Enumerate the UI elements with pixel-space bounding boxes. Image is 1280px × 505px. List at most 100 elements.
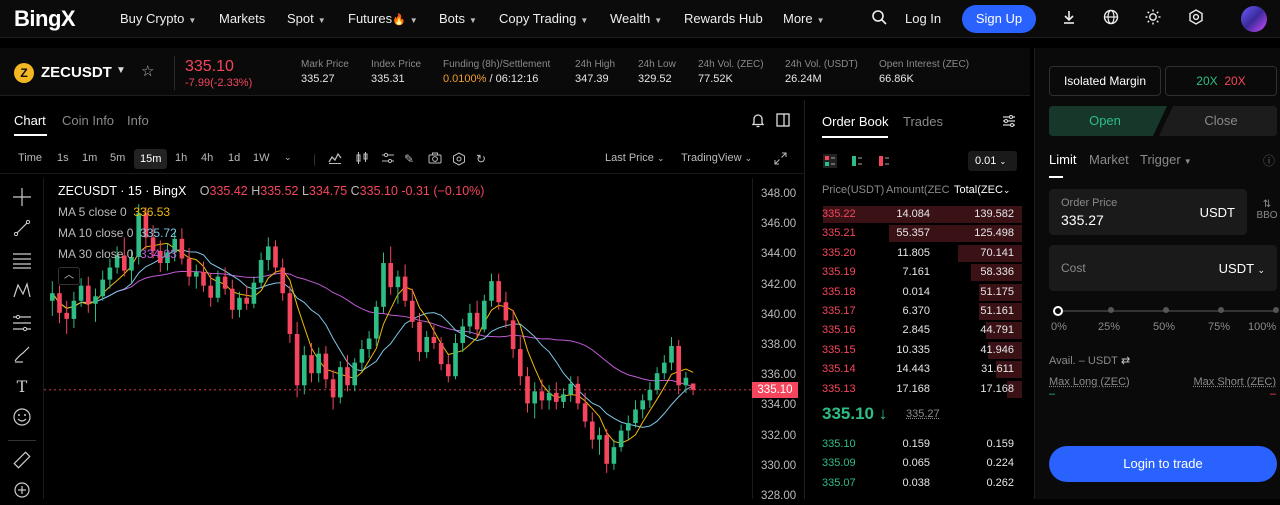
pair-selector[interactable]: ZECUSDT (41, 64, 112, 81)
nav-spot[interactable]: Spot ▼ (287, 11, 326, 26)
indicators-icon[interactable] (328, 152, 342, 167)
tab-order-book[interactable]: Order Book (822, 114, 888, 129)
interval-1w[interactable]: 1W (253, 152, 270, 164)
ruler-icon[interactable] (12, 451, 32, 471)
refresh-icon[interactable]: ↻ (476, 152, 486, 166)
interval-15m[interactable]: 15m (134, 149, 167, 169)
pct-50[interactable]: 50% (1153, 321, 1175, 333)
book-both-icon[interactable] (823, 154, 837, 171)
order-type-trigger[interactable]: Trigger ▼ (1140, 152, 1192, 167)
ask-row[interactable]: 335.22 14.084 139.582 (808, 205, 1022, 224)
transfer-icon[interactable]: ⇄ (1121, 355, 1130, 367)
bid-row[interactable]: 335.07 0.038 0.262 (808, 474, 1022, 493)
order-type-market[interactable]: Market (1089, 152, 1129, 167)
template-icon[interactable] (452, 152, 466, 169)
close-tab[interactable]: Close (1165, 113, 1277, 128)
fib-icon[interactable] (12, 314, 32, 334)
horizontal-lines-icon[interactable] (12, 251, 32, 271)
favorite-star-icon[interactable]: ☆ (141, 62, 154, 80)
pct-75[interactable]: 75% (1208, 321, 1230, 333)
price-axis[interactable]: 348.00 346.00 344.00 342.00 340.00 338.00 336.… (752, 178, 804, 499)
ask-row[interactable]: 335.17 6.370 51.161 (808, 302, 1022, 321)
margin-mode-button[interactable]: Isolated Margin (1049, 66, 1161, 96)
view-mode-select[interactable]: TradingView ⌄ (681, 152, 752, 164)
user-avatar[interactable] (1241, 6, 1267, 32)
slider-handle[interactable] (1053, 306, 1063, 316)
book-bids-icon[interactable] (850, 154, 864, 171)
draw-pen-icon[interactable]: ✎ (404, 152, 414, 166)
tab-coin-info[interactable]: Coin Info (62, 113, 114, 128)
orderbook-settings-icon[interactable] (1002, 114, 1016, 131)
nav-futures[interactable]: Futures🔥 ▼ (348, 11, 418, 26)
cost-field[interactable]: Cost USDT ⌄ (1049, 245, 1277, 291)
login-to-trade-button[interactable]: Login to trade (1049, 446, 1277, 482)
tab-chart[interactable]: Chart (14, 113, 46, 128)
nav-wealth[interactable]: Wealth ▼ (610, 11, 662, 26)
panel-toggle-icon[interactable] (776, 113, 790, 130)
interval-time[interactable]: Time (18, 152, 42, 164)
nav-more[interactable]: More ▼ (783, 11, 825, 26)
theme-sun-icon[interactable] (1143, 9, 1163, 29)
nav-markets[interactable]: Markets (219, 11, 265, 26)
tab-trades[interactable]: Trades (903, 114, 943, 129)
ask-row[interactable]: 335.16 2.845 44.791 (808, 321, 1022, 340)
emoji-icon[interactable] (12, 408, 32, 428)
interval-5m[interactable]: 5m (110, 152, 125, 164)
bingx-logo[interactable]: BingX (14, 6, 75, 32)
ask-row[interactable]: 335.21 55.357 125.498 (808, 224, 1022, 243)
ask-row[interactable]: 335.18 0.014 51.175 (808, 283, 1022, 302)
bid-row[interactable]: 335.09 0.065 0.224 (808, 454, 1022, 473)
order-type-limit[interactable]: Limit (1049, 152, 1076, 167)
price-mode-select[interactable]: Last Price ⌄ (605, 152, 665, 164)
amount-slider[interactable] (1055, 310, 1275, 312)
settings-gear-icon[interactable] (1186, 9, 1206, 29)
slider-stop[interactable] (1273, 307, 1279, 313)
zoom-in-icon[interactable] (12, 481, 32, 501)
ask-row[interactable]: 335.19 7.161 58.336 (808, 263, 1022, 282)
bell-icon[interactable] (751, 113, 765, 131)
nav-buy-crypto[interactable]: Buy Crypto ▼ (120, 11, 196, 26)
interval-1h[interactable]: 1h (175, 152, 187, 164)
slider-stop[interactable] (1163, 307, 1169, 313)
leverage-button[interactable]: 20X 20X (1165, 66, 1277, 96)
bid-row[interactable]: 335.10 0.159 0.159 (808, 435, 1022, 454)
pct-100[interactable]: 100% (1248, 321, 1276, 333)
login-link[interactable]: Log In (905, 11, 941, 26)
interval-1d[interactable]: 1d (228, 152, 240, 164)
pct-0[interactable]: 0% (1051, 321, 1067, 333)
interval-1m[interactable]: 1m (82, 152, 97, 164)
tab-info[interactable]: Info (127, 113, 149, 128)
slider-stop[interactable] (1108, 307, 1114, 313)
trendline-icon[interactable] (12, 219, 32, 239)
info-icon[interactable]: ⓘ (1263, 152, 1275, 169)
book-asks-icon[interactable] (877, 154, 891, 171)
pattern-icon[interactable] (12, 282, 32, 302)
candle-type-icon[interactable] (355, 152, 369, 167)
ask-row[interactable]: 335.20 11.805 70.141 (808, 244, 1022, 263)
chevron-down-icon[interactable]: ⌄ (284, 152, 292, 163)
camera-icon[interactable] (428, 152, 442, 167)
ask-row[interactable]: 335.14 14.443 31.611 (808, 360, 1022, 379)
nav-rewards-hub[interactable]: Rewards Hub (684, 11, 763, 26)
price-step-select[interactable]: 0.01 ⌄ (968, 151, 1017, 171)
text-tool-icon[interactable]: T (12, 377, 32, 397)
interval-1s[interactable]: 1s (57, 152, 69, 164)
search-icon[interactable] (869, 9, 889, 29)
fullscreen-icon[interactable] (774, 152, 787, 168)
chart-settings-icon[interactable] (381, 152, 395, 167)
bbo-button[interactable]: ⇅ BBO (1255, 199, 1279, 221)
collapse-legend-button[interactable]: ︿ (58, 267, 80, 285)
download-icon[interactable] (1059, 9, 1079, 29)
pct-25[interactable]: 25% (1098, 321, 1120, 333)
cost-unit-select[interactable]: USDT ⌄ (1219, 261, 1265, 276)
order-price-field[interactable]: Order Price 335.27 USDT (1049, 189, 1247, 235)
stat-funding[interactable]: Funding (8h)/Settlement 0.0100% / 06:12:1… (443, 59, 550, 85)
brush-icon[interactable] (12, 345, 32, 365)
nav-bots[interactable]: Bots ▼ (439, 11, 477, 26)
slider-stop[interactable] (1218, 307, 1224, 313)
col-total[interactable]: Total(ZEC⌄ (954, 184, 1010, 196)
order-price-value[interactable]: 335.27 (1061, 212, 1104, 228)
open-tab[interactable]: Open (1049, 113, 1161, 128)
chevron-down-icon[interactable]: ▼ (116, 65, 126, 76)
signup-button[interactable]: Sign Up (962, 5, 1036, 33)
